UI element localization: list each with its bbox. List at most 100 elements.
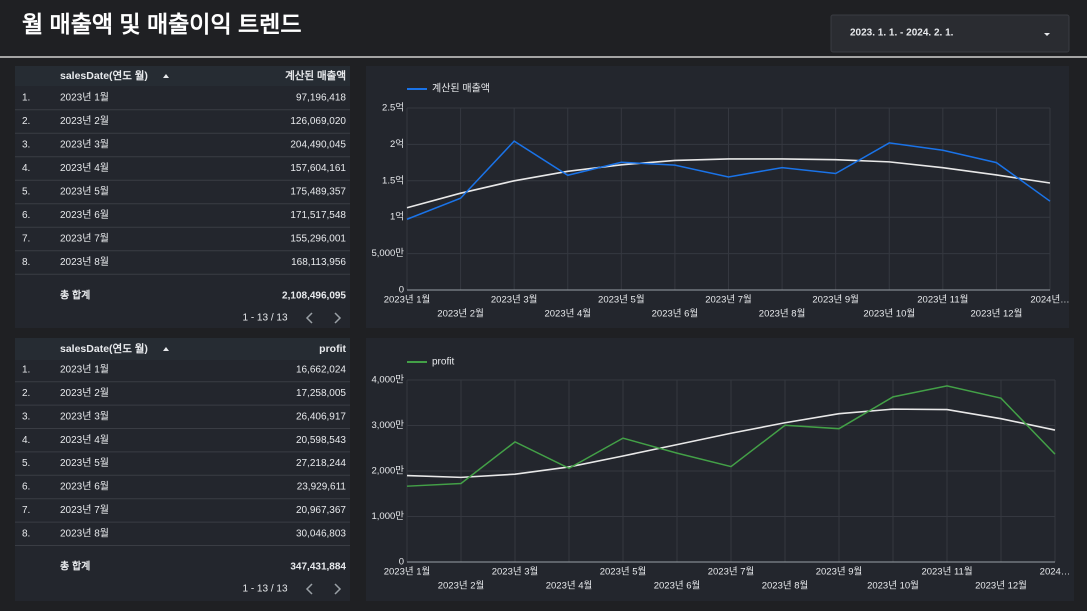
page-title: 월 매출액 및 매출이익 트렌드	[22, 11, 301, 37]
x-tick-label: 2023년 4월	[546, 580, 593, 592]
total-label: 총 합계	[60, 289, 90, 302]
x-tick-label: 2023년 8월	[759, 308, 806, 320]
x-tick-label: 2023년 1월	[384, 294, 431, 306]
y-tick-label: 2.5억	[382, 102, 404, 114]
row-value: 168,113,956	[291, 257, 346, 268]
row-index: 1.	[22, 93, 30, 104]
row-index: 4.	[22, 163, 30, 174]
x-tick-label: 2023년 9월	[816, 566, 863, 578]
y-tick-label: 0	[399, 285, 404, 296]
y-tick-label: 4,000만	[371, 375, 404, 386]
y-tick-label: 1억	[390, 211, 404, 223]
row-value: 26,406,917	[296, 411, 346, 422]
column-header[interactable]: profit	[319, 343, 346, 355]
column-header[interactable]: 계산된 매출액	[285, 69, 346, 82]
x-tick-label: 2024년…	[1030, 295, 1069, 306]
sort-arrow	[163, 74, 169, 78]
x-tick-label: 2023년 2월	[437, 308, 484, 320]
row-date: 2023년 3월	[60, 139, 109, 151]
total-label: 총 합계	[60, 560, 90, 573]
row-value: 17,258,005	[296, 388, 346, 399]
row-value: 175,489,357	[290, 187, 346, 198]
row-value: 20,967,367	[296, 505, 346, 516]
row-index: 8.	[22, 257, 30, 268]
column-header[interactable]: salesDate(연도 월)	[60, 342, 148, 355]
x-tick-label: 2023년 5월	[600, 566, 647, 578]
row-value: 30,046,803	[296, 528, 346, 539]
dropdown-arrow[interactable]	[1044, 33, 1050, 36]
x-tick-label: 2023년 7월	[708, 566, 755, 578]
x-tick-label: 2023년 12월	[971, 308, 1023, 320]
y-tick-label: 2,000만	[371, 466, 404, 477]
y-tick-label: 1.5억	[382, 174, 404, 186]
y-tick-label: 1,000만	[371, 511, 404, 522]
legend-label: 계산된 매출액	[432, 83, 490, 95]
row-date: 2023년 7월	[60, 504, 109, 516]
x-tick-label: 2023년 12월	[975, 580, 1027, 592]
trend-line	[406, 158, 1051, 209]
pagination: 1 - 13 / 13	[242, 313, 287, 324]
x-tick-label: 2023년 3월	[492, 566, 539, 578]
row-index: 3.	[22, 140, 30, 151]
total-value: 347,431,884	[290, 562, 346, 573]
total-value: 2,108,496,095	[282, 291, 346, 302]
row-value: 155,296,001	[290, 234, 346, 245]
row-index: 5.	[22, 458, 30, 469]
series-line	[406, 385, 1056, 487]
chart-panel	[366, 338, 1074, 601]
row-date: 2023년 7월	[60, 233, 109, 245]
row-index: 2.	[22, 116, 30, 127]
legend-label: profit	[432, 357, 454, 368]
row-value: 171,517,548	[290, 210, 346, 221]
y-tick-label: 3,000만	[371, 420, 404, 431]
chart-panel	[366, 66, 1069, 328]
x-tick-label: 2023년 4월	[544, 308, 591, 320]
row-date: 2023년 4월	[60, 162, 109, 174]
x-tick-label: 2023년 1월	[384, 566, 431, 578]
row-index: 2.	[22, 388, 30, 399]
row-date: 2023년 1월	[60, 364, 109, 376]
x-tick-label: 2023년 9월	[812, 294, 859, 306]
row-value: 16,662,024	[296, 365, 346, 376]
y-tick-label: 5,000만	[371, 248, 404, 259]
row-index: 6.	[22, 482, 30, 493]
row-index: 4.	[22, 435, 30, 446]
series-line	[406, 140, 1051, 220]
date-range-control[interactable]	[830, 14, 1070, 53]
x-tick-label: 2023년 3월	[491, 294, 538, 306]
next-page[interactable]	[334, 312, 342, 324]
x-tick-label: 2023년 2월	[438, 580, 485, 592]
column-header[interactable]: salesDate(연도 월)	[60, 69, 148, 82]
row-value: 204,490,045	[290, 140, 346, 151]
x-tick-label: 2023년 6월	[654, 580, 701, 592]
x-tick-label: 2024…	[1040, 567, 1071, 578]
x-tick-label: 2023년 10월	[863, 308, 915, 320]
x-tick-label: 2023년 10월	[867, 580, 919, 592]
row-value: 157,604,161	[290, 163, 346, 174]
row-date: 2023년 8월	[60, 527, 109, 539]
x-tick-label: 2023년 6월	[652, 308, 699, 320]
row-index: 6.	[22, 210, 30, 221]
sort-arrow	[163, 347, 169, 351]
pagination: 1 - 13 / 13	[242, 584, 287, 595]
x-tick-label: 2023년 11월	[921, 566, 972, 578]
row-value: 20,598,543	[296, 435, 346, 446]
x-tick-label: 2023년 8월	[762, 580, 809, 592]
trend-line	[406, 408, 1056, 479]
row-index: 1.	[22, 365, 30, 376]
row-index: 8.	[22, 528, 30, 539]
y-tick-label: 2억	[390, 138, 404, 150]
prev-page[interactable]	[305, 583, 313, 595]
next-page[interactable]	[334, 583, 342, 595]
row-index: 7.	[22, 234, 30, 245]
row-value: 97,196,418	[296, 93, 346, 104]
date-range-text[interactable]: 2023. 1. 1. - 2024. 2. 1.	[850, 28, 954, 39]
prev-page[interactable]	[305, 312, 313, 324]
x-tick-label: 2023년 11월	[917, 294, 968, 306]
row-value: 27,218,244	[296, 458, 346, 469]
row-index: 3.	[22, 411, 30, 422]
y-tick-label: 0	[399, 557, 404, 568]
row-value: 23,929,611	[297, 482, 347, 493]
row-index: 7.	[22, 505, 30, 516]
